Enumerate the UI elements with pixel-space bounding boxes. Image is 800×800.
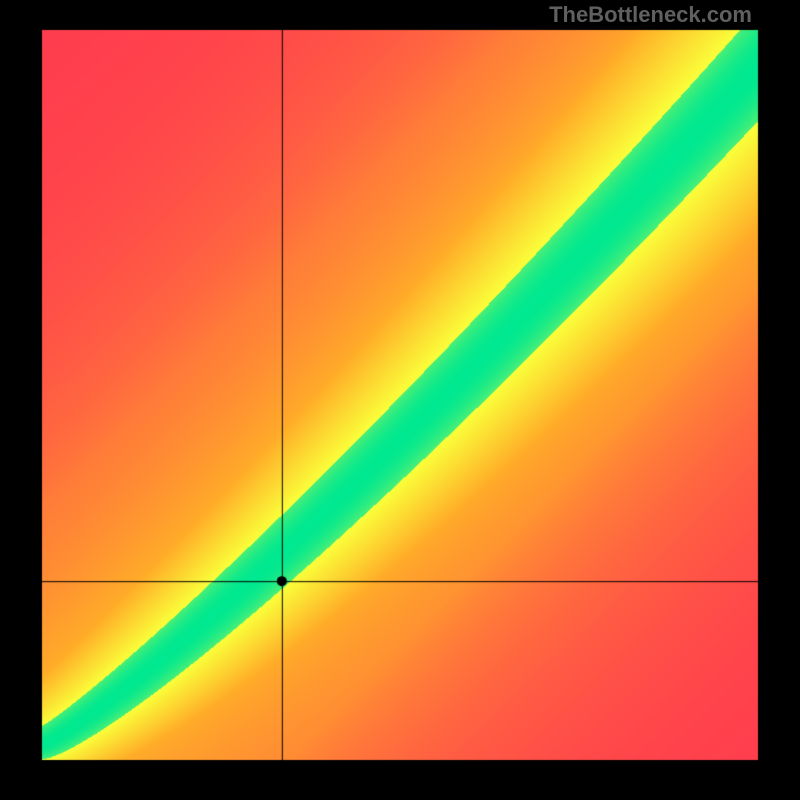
watermark-text: TheBottleneck.com (549, 2, 752, 28)
chart-container: TheBottleneck.com (0, 0, 800, 800)
heatmap-canvas (0, 0, 800, 800)
